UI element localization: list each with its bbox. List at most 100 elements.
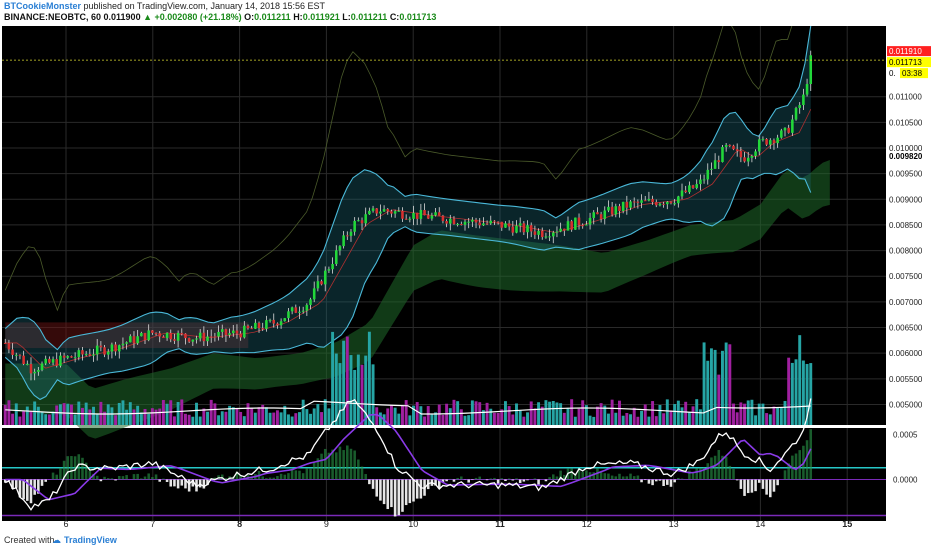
candle-body	[165, 332, 169, 339]
price-chart[interactable]: 0.011000 0.010500 0.010000 0.009500 0.009000…	[0, 26, 932, 532]
macd-histogram-bar	[614, 476, 618, 480]
macd-histogram-bar	[415, 479, 419, 499]
candle-body	[780, 130, 783, 138]
candle-body	[312, 288, 316, 300]
candle-body	[95, 345, 99, 355]
candle-body	[136, 336, 139, 344]
band-fill	[5, 26, 811, 400]
volume-bar	[426, 406, 430, 425]
tradingview-logo-text[interactable]: TradingView	[64, 535, 117, 545]
volume-bar	[702, 342, 706, 425]
candle-body	[526, 225, 529, 233]
macd-histogram-bar	[84, 462, 88, 480]
candle-body	[386, 209, 390, 212]
macd-histogram-bar	[408, 479, 412, 504]
macd-histogram-bar	[154, 474, 158, 480]
volume-bar	[283, 405, 287, 425]
candle-body	[787, 127, 790, 133]
candle-body	[77, 350, 81, 358]
volume-bar	[316, 403, 320, 425]
volume-bar	[404, 400, 408, 425]
volume-bar	[3, 404, 7, 425]
candle-body	[379, 211, 382, 214]
candle-body	[357, 220, 360, 222]
candle-body	[599, 214, 603, 219]
candle-body	[717, 160, 721, 163]
macd-histogram-bar	[320, 453, 323, 480]
published-text: published on TradingView.com, January 14…	[83, 1, 326, 11]
macd-histogram-bar	[66, 456, 70, 480]
volume-bar	[423, 416, 427, 425]
author-link[interactable]: BTCookieMonster	[4, 1, 82, 11]
macd-histogram-bar	[688, 470, 691, 480]
candle-body	[754, 151, 757, 157]
macd-histogram-bar	[695, 468, 699, 480]
macd-histogram-bar	[787, 463, 790, 480]
price-label-box	[887, 151, 931, 162]
macd-histogram-bar	[70, 456, 73, 480]
volume-bar	[121, 400, 125, 425]
candle-body	[265, 320, 268, 329]
price-axis[interactable]: 0.011000 0.010500 0.010000 0.009500 0.009000…	[889, 93, 923, 485]
symbol-line: BINANCE:NEOBTC, 60 0.011900 ▲ +0.002080 …	[4, 12, 436, 22]
volume-bar	[676, 400, 680, 425]
chart-header: BTCookieMonster published on TradingView…	[0, 0, 932, 26]
macd-histogram-bar	[140, 478, 143, 480]
macd-histogram-bar	[316, 458, 320, 480]
macd-histogram-bar	[544, 479, 548, 482]
price-tick-label: 0.010000	[889, 144, 923, 153]
time-axis[interactable]: 6 7 8 9 10 11 12 13 14 15	[63, 519, 852, 529]
candle-body	[305, 304, 309, 311]
close-label: C:	[389, 12, 400, 22]
candle-body	[743, 157, 746, 162]
macd-histogram-bar	[702, 467, 706, 480]
macd-histogram-bar	[342, 450, 345, 480]
volume-bar	[588, 415, 592, 425]
volume-bar	[331, 331, 335, 425]
volume-bar	[58, 404, 62, 425]
macd-histogram-bar	[103, 476, 106, 480]
macd-histogram-bar	[393, 479, 397, 517]
volume-bar	[448, 408, 452, 425]
candle-body	[680, 190, 684, 197]
macd-histogram-bar	[143, 476, 147, 480]
macd-histogram-bar	[151, 477, 154, 480]
macd-histogram-bar	[559, 470, 562, 480]
macd-histogram-bar	[364, 474, 367, 480]
volume-bar	[765, 413, 769, 425]
candle-body	[750, 156, 754, 158]
publish-line: BTCookieMonster published on TradingView…	[4, 1, 325, 11]
macd-histogram-bar	[754, 479, 757, 492]
candle-body	[662, 203, 665, 205]
volume-bar	[768, 414, 772, 425]
close-value: 0.011713	[399, 12, 437, 22]
candle-body	[217, 331, 220, 337]
volume-bar	[401, 405, 404, 425]
macd-line	[4, 398, 812, 511]
volume-bar	[334, 353, 338, 425]
candle-body	[482, 223, 485, 226]
volume-bar	[441, 414, 445, 425]
volume-bar	[55, 405, 59, 425]
candle-body	[555, 231, 559, 233]
volume-bar	[242, 416, 246, 425]
candle-body	[151, 330, 154, 333]
macd-histogram-bar	[445, 479, 448, 482]
volume-bar	[621, 415, 625, 425]
price-label-box	[887, 46, 931, 57]
macd-histogram-bar	[360, 466, 364, 480]
candle-body	[507, 223, 511, 227]
candle-body	[7, 343, 11, 350]
macd-histogram-bar	[397, 479, 401, 516]
candle-body	[695, 184, 699, 188]
candle-body	[419, 209, 423, 219]
macd-histogram-bar	[603, 473, 607, 480]
candle-body	[540, 230, 544, 238]
macd-histogram-bar	[500, 478, 504, 480]
volume-bar	[36, 406, 40, 425]
volume-bar	[88, 409, 92, 425]
candle-body	[732, 145, 735, 150]
macd-histogram-bar	[401, 479, 404, 512]
candle-body	[272, 319, 276, 324]
price-label-box	[900, 68, 928, 79]
